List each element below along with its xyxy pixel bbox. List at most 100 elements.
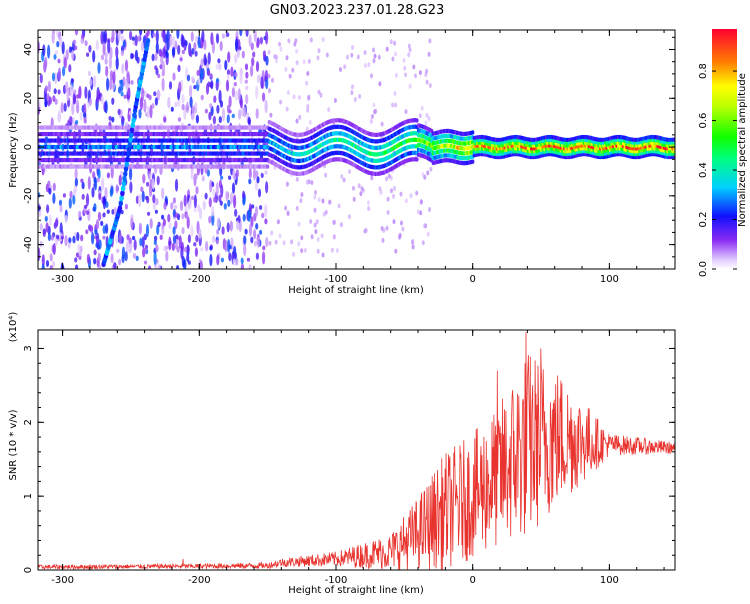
heat-cell <box>181 49 185 55</box>
heat-cell <box>245 85 249 91</box>
heat-cell <box>339 67 342 72</box>
heat-cell <box>246 257 250 262</box>
heat-cell <box>167 96 171 109</box>
heat-cell <box>373 53 377 59</box>
heat-cell <box>137 35 141 42</box>
heat-cell <box>98 192 102 201</box>
heat-cell <box>57 109 62 123</box>
heat-cell <box>180 241 184 252</box>
heat-cell <box>227 199 231 207</box>
heat-cell <box>407 43 411 49</box>
heat-cell <box>105 65 109 77</box>
heat-cell <box>209 73 213 79</box>
heat-cell <box>191 113 195 118</box>
heat-cell <box>101 177 105 191</box>
heat-cell <box>163 116 167 123</box>
heat-cell <box>194 172 198 180</box>
heat-cell <box>255 223 259 230</box>
heat-cell <box>132 235 136 241</box>
heat-cell <box>234 72 238 77</box>
colorbar-gradient <box>712 29 737 269</box>
heat-cell <box>335 248 339 254</box>
heat-cell <box>154 53 158 61</box>
heat-cell <box>151 53 155 62</box>
heat-cell <box>313 207 317 213</box>
heat-cell <box>46 93 50 101</box>
heat-cell <box>181 213 185 220</box>
heat-cell <box>194 50 198 57</box>
snr-x-ticks: -300 -200 -100 0 100 <box>51 330 665 586</box>
heat-cell <box>75 120 79 125</box>
heat-cell <box>303 247 307 253</box>
heat-cell <box>119 79 123 84</box>
heat-cell <box>56 234 60 240</box>
heat-cell <box>115 234 119 244</box>
heat-cell <box>392 219 396 225</box>
heat-cell <box>177 64 181 73</box>
heat-cell <box>315 219 319 225</box>
heat-cell <box>181 93 185 104</box>
heat-cell <box>117 108 121 115</box>
heat-cell <box>118 200 124 207</box>
heat-cell <box>185 101 190 114</box>
tick-label: 3 <box>23 345 34 351</box>
heat-cell <box>243 235 247 245</box>
heat-cell <box>186 245 190 254</box>
heat-cell <box>245 71 249 79</box>
heat-cell <box>153 251 157 266</box>
heat-cell <box>207 52 211 65</box>
heat-cell <box>113 206 117 216</box>
heat-cell <box>167 213 171 223</box>
heat-cell <box>386 196 390 202</box>
heat-cell <box>139 96 143 111</box>
heat-cell <box>118 86 122 94</box>
heat-cell <box>377 54 381 60</box>
heat-cell <box>181 227 185 235</box>
heat-cell <box>255 108 259 119</box>
heat-cell <box>250 65 254 77</box>
heat-cell <box>123 94 127 99</box>
heat-cell <box>115 184 119 194</box>
heat-cell <box>73 39 77 45</box>
heat-cell <box>65 49 69 61</box>
heat-cell <box>248 264 252 269</box>
heat-cell <box>75 252 80 258</box>
heat-cell <box>78 210 82 218</box>
heat-cell <box>102 41 106 56</box>
heat-cell <box>138 222 142 235</box>
heat-cell <box>143 247 148 254</box>
heat-cell <box>194 101 198 109</box>
heat-cell <box>44 85 49 93</box>
heat-cell <box>195 234 199 243</box>
heat-cell <box>225 190 229 202</box>
heat-cell <box>143 233 147 241</box>
heat-cell <box>306 71 310 76</box>
heat-cell <box>183 194 187 207</box>
heat-cell <box>386 210 390 215</box>
tick-label: -200 <box>188 575 211 586</box>
heat-cell <box>159 234 163 240</box>
heat-cell <box>234 208 238 217</box>
heat-cell <box>309 37 313 43</box>
heat-cell <box>133 239 137 251</box>
heat-cell <box>127 87 131 100</box>
heat-cell <box>257 188 262 198</box>
heat-cell <box>197 78 201 86</box>
heat-cell <box>404 109 408 115</box>
heat-cell <box>264 204 268 218</box>
heat-cell <box>74 177 78 187</box>
heat-cell <box>216 104 220 114</box>
heat-cell <box>404 72 408 78</box>
heat-cell <box>221 107 226 122</box>
heat-cell <box>234 38 239 52</box>
heat-cell <box>298 114 302 120</box>
heat-cell <box>216 78 220 83</box>
heat-cell <box>126 234 130 241</box>
heat-cell <box>403 65 407 71</box>
heat-cell <box>84 204 88 209</box>
heat-cell <box>218 194 222 203</box>
heat-cell <box>70 125 75 130</box>
heat-cell <box>305 179 309 185</box>
heat-cell <box>380 121 384 127</box>
